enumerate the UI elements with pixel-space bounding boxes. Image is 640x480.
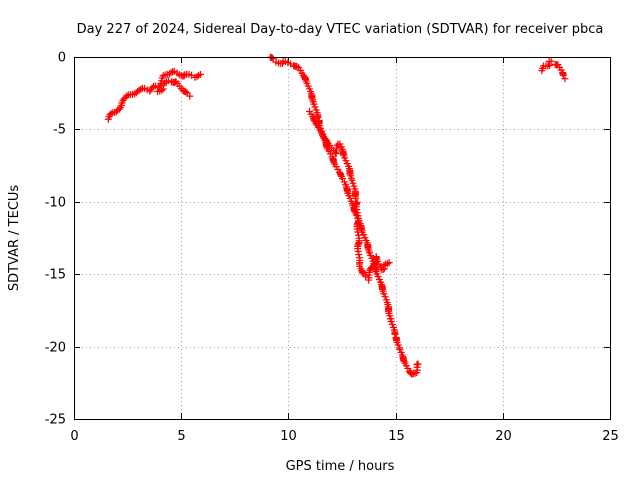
data-point-series-3 xyxy=(375,260,383,268)
x-axis-label: GPS time / hours xyxy=(286,459,395,474)
data-point-series-4 xyxy=(547,57,555,65)
data-point-series-2 xyxy=(408,370,416,378)
data-point-series-2 xyxy=(391,330,399,338)
data-point-series-2 xyxy=(304,82,312,90)
data-point-series-4 xyxy=(559,71,567,79)
data-point-series-0 xyxy=(137,85,145,93)
data-point-series-1 xyxy=(158,86,166,94)
x-tick-label: 15 xyxy=(388,429,405,444)
data-point-series-3 xyxy=(354,247,362,255)
y-tick-label: -15 xyxy=(45,268,66,283)
data-point-series-2 xyxy=(374,273,382,281)
data-point-series-3 xyxy=(359,269,367,277)
data-point-series-3 xyxy=(342,157,350,165)
data-point-series-3 xyxy=(385,259,393,267)
x-tick-label: 20 xyxy=(495,429,512,444)
data-point-series-2 xyxy=(314,113,322,121)
data-point-series-3 xyxy=(349,179,357,187)
data-point-series-3 xyxy=(312,120,320,128)
data-point-series-2 xyxy=(380,290,388,298)
y-axis-label: SDTVAR / TECUs xyxy=(7,185,22,292)
data-point-series-2 xyxy=(388,320,396,328)
plot-frame xyxy=(74,57,611,420)
y-tick-label: 0 xyxy=(58,51,66,66)
x-tick-label: 0 xyxy=(70,429,78,444)
data-point-series-3 xyxy=(362,272,370,280)
data-point-series-1 xyxy=(164,77,172,85)
data-point-series-3 xyxy=(353,206,361,214)
data-point-series-4 xyxy=(544,62,552,70)
data-point-series-1 xyxy=(186,92,194,100)
data-point-series-2 xyxy=(311,103,319,111)
data-point-series-0 xyxy=(196,70,204,78)
y-tick-label: -10 xyxy=(45,196,66,211)
data-point-series-2 xyxy=(381,293,389,301)
data-point-series-0 xyxy=(107,109,115,117)
data-point-series-1 xyxy=(161,79,169,87)
data-point-series-3 xyxy=(379,266,387,274)
x-tick-labels: 0 5 10 15 20 25 xyxy=(70,429,618,444)
data-point-series-0 xyxy=(154,83,162,91)
x-tick-label: 25 xyxy=(602,429,619,444)
data-points xyxy=(104,53,569,378)
y-tick-label: -5 xyxy=(53,123,66,138)
data-point-series-2 xyxy=(387,317,395,325)
data-point-series-0 xyxy=(123,92,131,100)
data-point-series-3 xyxy=(380,261,388,269)
data-point-series-1 xyxy=(182,88,190,96)
y-tick-label: -20 xyxy=(45,341,66,356)
data-point-series-2 xyxy=(414,360,422,368)
data-point-series-3 xyxy=(370,262,378,270)
data-point-series-4 xyxy=(561,75,569,83)
data-point-series-3 xyxy=(353,209,361,217)
data-point-series-3 xyxy=(352,194,360,202)
y-tick-label: -25 xyxy=(45,413,66,428)
grid-lines xyxy=(74,57,610,419)
data-point-series-3 xyxy=(384,260,392,268)
chart-title: Day 227 of 2024, Sidereal Day-to-day VTE… xyxy=(77,22,604,37)
data-point-series-3 xyxy=(323,138,331,146)
data-point-series-2 xyxy=(337,171,345,179)
y-tick-labels: 0 -5 -10 -15 -20 -25 xyxy=(45,51,66,428)
x-tick-label: 5 xyxy=(177,429,185,444)
data-point-series-3 xyxy=(354,228,362,236)
data-point-series-3 xyxy=(355,251,363,259)
x-tick-label: 10 xyxy=(280,429,297,444)
data-point-series-0 xyxy=(115,105,123,113)
axis-ticks xyxy=(74,57,611,420)
